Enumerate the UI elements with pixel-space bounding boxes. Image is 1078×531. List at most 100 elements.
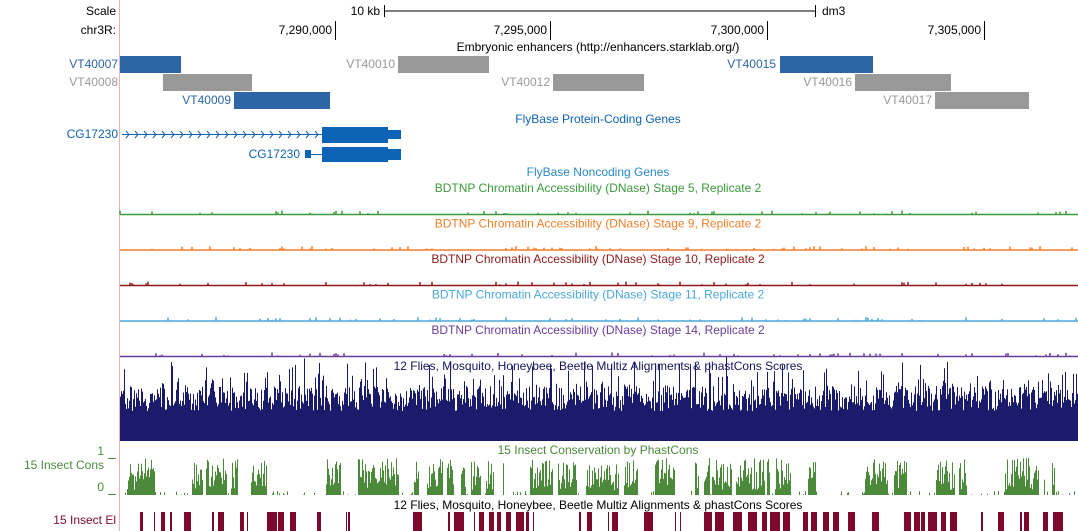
conserved-element xyxy=(904,512,911,531)
utr xyxy=(388,130,401,139)
conserved-element xyxy=(921,512,925,531)
conserved-element xyxy=(154,512,155,531)
feature-label: VT40009 xyxy=(182,93,231,107)
feature-label: VT40010 xyxy=(346,57,395,71)
transcript-label: CG17230 xyxy=(249,147,301,161)
feature-label: VT40008 xyxy=(69,75,118,89)
axis-label: 1 xyxy=(97,444,104,458)
conserved-element xyxy=(278,512,284,531)
track-title: FlyBase Noncoding Genes xyxy=(527,165,670,179)
ruler-position: 7,290,000 xyxy=(279,23,333,37)
track-title: BDTNP Chromatin Accessibility (DNase) St… xyxy=(431,323,765,337)
conserved-element xyxy=(680,512,681,531)
conserved-element xyxy=(1020,512,1022,531)
conserved-element xyxy=(811,512,817,531)
ruler-position: 7,305,000 xyxy=(928,23,982,37)
utr xyxy=(305,150,311,158)
conserved-element xyxy=(184,512,191,531)
enhancer-feature xyxy=(398,56,489,73)
conserved-element xyxy=(872,512,879,531)
conserved-element xyxy=(612,512,618,531)
axis-label: 0 xyxy=(97,480,104,494)
conserved-element xyxy=(704,512,712,531)
conserved-element xyxy=(489,512,494,531)
conserved-element xyxy=(941,512,946,531)
conserved-element xyxy=(479,512,484,531)
dnase-signal xyxy=(120,352,1078,358)
conserved-element xyxy=(317,512,321,531)
chrom-label: chr3R: xyxy=(81,23,116,37)
assembly: dm3 xyxy=(822,4,846,18)
track-title: BDTNP Chromatin Accessibility (DNase) St… xyxy=(432,288,765,302)
multiz-signal xyxy=(120,357,1078,441)
enhancer-feature xyxy=(553,74,644,91)
conserved-element xyxy=(454,512,464,531)
conserved-element xyxy=(833,512,839,531)
dnase-signal xyxy=(119,210,1078,216)
scale-label: Scale xyxy=(86,4,116,18)
conserved-element xyxy=(579,512,581,531)
conserved-element xyxy=(290,512,296,531)
track-title: BDTNP Chromatin Accessibility (DNase) St… xyxy=(435,181,762,195)
conserved-element xyxy=(1053,512,1063,531)
track-title: BDTNP Chromatin Accessibility (DNase) St… xyxy=(435,217,762,231)
enhancer-feature xyxy=(163,74,252,91)
conserved-element xyxy=(533,512,534,531)
conserved-element xyxy=(675,512,676,531)
track-title: Embryonic enhancers (http://enhancers.st… xyxy=(457,40,740,54)
enhancer-feature xyxy=(935,92,1029,109)
track-title: 12 Flies, Mosquito, Honeybee, Beetle Mul… xyxy=(394,498,803,512)
conserved-element xyxy=(448,512,450,531)
conserved-element xyxy=(733,512,742,531)
conserved-element xyxy=(516,512,524,531)
track-title: 12 Flies, Mosquito, Honeybee, Beetle Mul… xyxy=(394,359,803,373)
track-short-label: 15 Insect Cons xyxy=(24,458,104,472)
ruler-position: 7,300,000 xyxy=(711,23,765,37)
enhancer-feature xyxy=(855,74,951,91)
dnase-signal xyxy=(120,317,1078,322)
scale-length: 10 kb xyxy=(351,4,381,18)
conserved-element xyxy=(803,512,808,531)
conserved-element xyxy=(715,512,724,531)
conserved-element xyxy=(1024,512,1029,531)
track-short-label: 15 Insect El xyxy=(53,513,116,527)
conserved-element xyxy=(346,512,347,531)
conserved-element xyxy=(161,512,165,531)
conserved-element xyxy=(587,512,592,531)
conserved-element xyxy=(981,512,983,531)
conserved-element xyxy=(762,512,767,531)
conserved-element xyxy=(950,512,957,531)
conserved-element xyxy=(267,512,277,531)
conserved-element xyxy=(497,512,501,531)
track-title: 15 Insect Conservation by PhastCons xyxy=(498,443,699,457)
enhancer-feature xyxy=(120,56,181,73)
conserved-element xyxy=(783,512,790,531)
conserved-element xyxy=(413,512,422,531)
feature-label: VT40007 xyxy=(69,57,118,71)
dnase-signal xyxy=(120,246,1078,251)
track-title: BDTNP Chromatin Accessibility (DNase) St… xyxy=(431,252,765,266)
conserved-element xyxy=(506,512,511,531)
conserved-element xyxy=(748,512,757,531)
enhancer-feature xyxy=(780,56,873,73)
phastcons-signal xyxy=(125,458,1075,495)
exon xyxy=(322,127,388,143)
conserved-element xyxy=(218,512,224,531)
enhancer-feature xyxy=(234,92,330,109)
conserved-element xyxy=(770,512,780,531)
ruler-position: 7,295,000 xyxy=(494,23,548,37)
track-title: FlyBase Protein-Coding Genes xyxy=(515,112,680,126)
conserved-element xyxy=(1043,512,1048,531)
conserved-element xyxy=(928,512,937,531)
conserved-element xyxy=(914,512,920,531)
conserved-element xyxy=(474,512,475,531)
dnase-signal xyxy=(120,281,1078,287)
feature-label: VT40015 xyxy=(727,57,776,71)
transcript-label: CG17230 xyxy=(67,127,119,141)
feature-label: VT40012 xyxy=(501,75,550,89)
conserved-element xyxy=(526,512,529,531)
exon xyxy=(322,147,388,162)
utr xyxy=(388,149,401,160)
conserved-element xyxy=(212,512,214,531)
